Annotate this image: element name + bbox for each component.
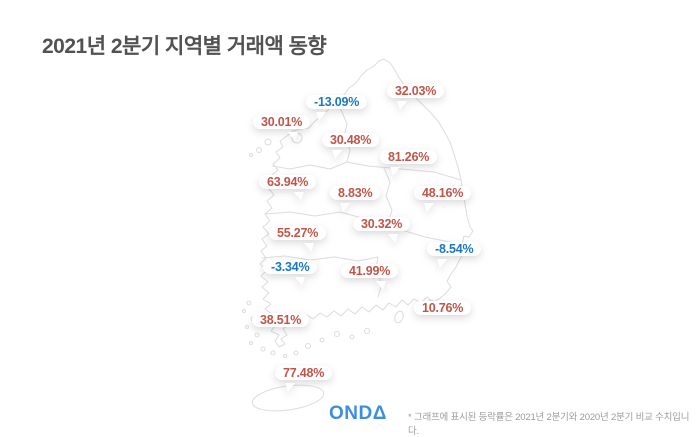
percent-value: 30.01% bbox=[253, 115, 311, 129]
percent-bubble: -13.09% bbox=[306, 92, 368, 121]
percent-value: 41.99% bbox=[341, 264, 399, 278]
percent-bubble: 63.94% bbox=[259, 172, 317, 201]
bubble-tail-icon bbox=[295, 277, 308, 286]
bubble-tail-icon bbox=[388, 234, 401, 243]
percent-value: -8.54% bbox=[427, 242, 482, 256]
percent-bubble: 8.83% bbox=[330, 183, 381, 212]
bubble-tail-icon bbox=[313, 112, 327, 121]
percent-bubble: 41.99% bbox=[341, 261, 399, 290]
bubble-tail-icon bbox=[288, 132, 301, 141]
bubble-tail-icon bbox=[434, 259, 448, 268]
percent-bubble: 55.27% bbox=[269, 223, 327, 252]
percent-bubble: 77.48% bbox=[275, 363, 333, 392]
percent-value: 8.83% bbox=[330, 186, 381, 200]
bubble-tail-icon bbox=[337, 203, 351, 212]
percent-value: 55.27% bbox=[269, 226, 327, 240]
percent-value: -13.09% bbox=[306, 95, 368, 109]
percent-bubble: 10.76% bbox=[414, 298, 472, 319]
percent-value: 30.32% bbox=[353, 217, 411, 231]
percent-value: 63.94% bbox=[259, 175, 317, 189]
page-title: 2021년 2분기 지역별 거래액 동향 bbox=[42, 35, 327, 58]
percent-bubble: 30.48% bbox=[322, 130, 380, 159]
percent-bubble: 30.32% bbox=[353, 214, 411, 243]
percent-bubble: 48.16% bbox=[414, 183, 472, 212]
footnote: * 그래프에 표시된 등락률은 2021년 2분기와 2020년 2분기 비교 … bbox=[408, 412, 690, 437]
percent-value: 38.51% bbox=[252, 313, 310, 327]
bubble-tail-icon bbox=[394, 101, 408, 110]
percent-bubble: 81.26% bbox=[380, 147, 438, 176]
bubble-tail-icon bbox=[282, 383, 296, 392]
percent-value: -3.34% bbox=[263, 260, 318, 274]
percent-bubble: -8.54% bbox=[427, 239, 482, 268]
bubble-tail-icon bbox=[387, 167, 401, 176]
percent-value: 81.26% bbox=[380, 150, 438, 164]
bubble-tail-icon bbox=[294, 192, 307, 201]
bubble-tail-icon bbox=[304, 243, 317, 252]
percent-value: 77.48% bbox=[275, 366, 333, 380]
bubble-tail-icon bbox=[376, 281, 389, 290]
percent-bubble: 38.51% bbox=[252, 310, 310, 331]
bubble-tail-icon bbox=[329, 150, 343, 159]
bubble-tail-icon bbox=[421, 203, 435, 212]
percent-value: 32.03% bbox=[387, 84, 445, 98]
percent-value: 30.48% bbox=[322, 133, 380, 147]
percent-bubble: 30.01% bbox=[253, 112, 311, 141]
onda-logo: ONDΔ bbox=[329, 403, 387, 424]
percent-bubble: -3.34% bbox=[263, 257, 318, 286]
percent-bubble: 32.03% bbox=[387, 81, 445, 110]
percent-value: 10.76% bbox=[414, 301, 472, 315]
percent-value: 48.16% bbox=[414, 186, 472, 200]
